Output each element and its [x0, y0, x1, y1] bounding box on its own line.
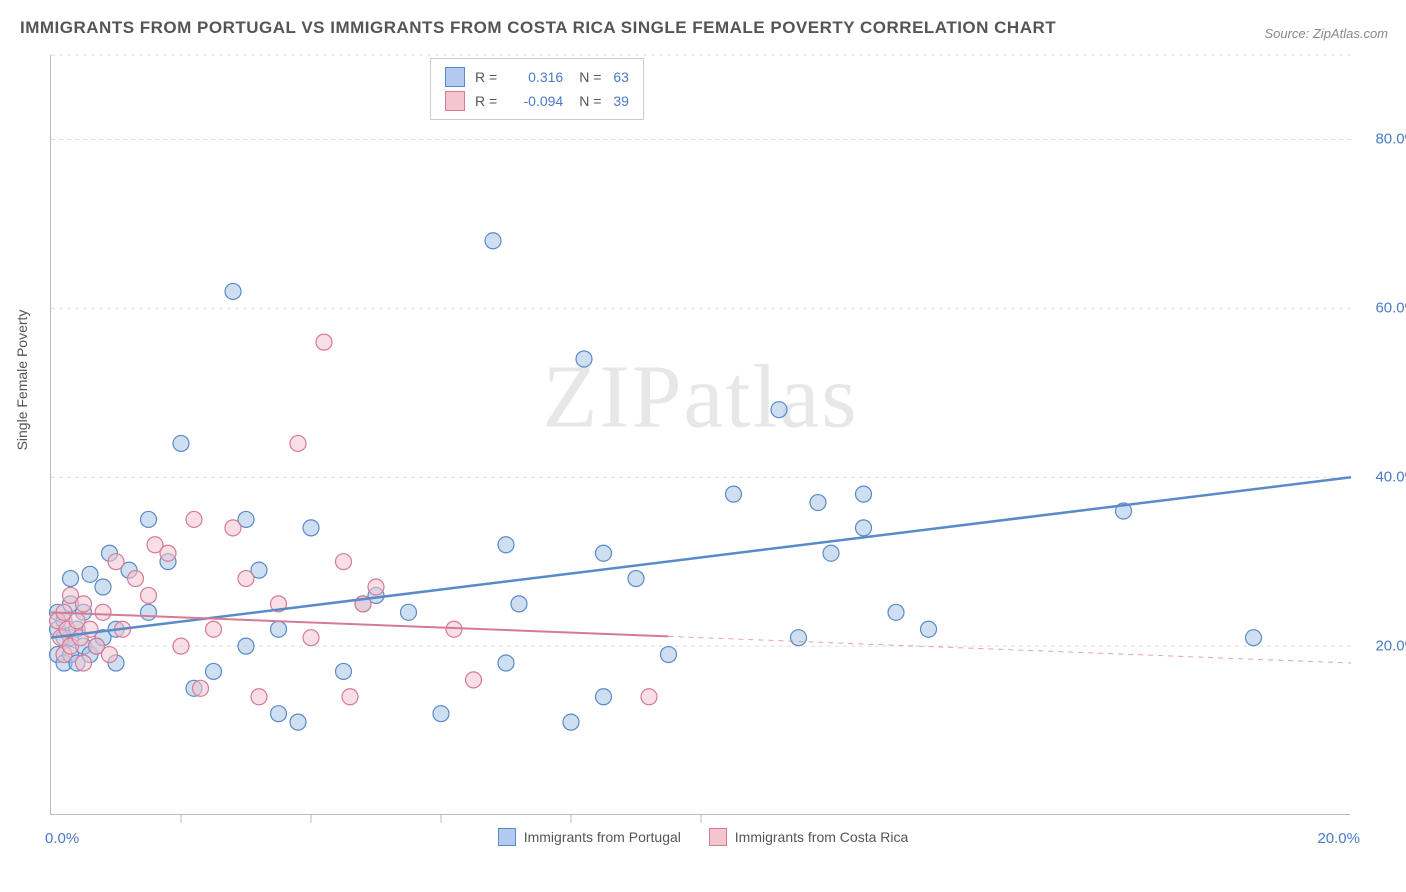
y-tick-label: 80.0% [1375, 131, 1406, 148]
y-tick-label: 20.0% [1375, 638, 1406, 655]
y-axis-label: Single Female Poverty [14, 310, 30, 451]
r-label: R = [475, 69, 497, 85]
swatch-blue-icon [498, 828, 516, 846]
source-attribution: Source: ZipAtlas.com [1264, 26, 1388, 41]
chart-plot-area: ZIPatlas 20.0%40.0%60.0%80.0% [50, 55, 1350, 815]
bottom-legend: Immigrants from Portugal Immigrants from… [0, 828, 1406, 849]
legend-item-portugal: Immigrants from Portugal [498, 828, 681, 846]
legend-label-costarica: Immigrants from Costa Rica [735, 829, 908, 845]
r-label: R = [475, 93, 497, 109]
stats-row-portugal: R = 0.316 N = 63 [445, 65, 629, 89]
swatch-blue-icon [445, 67, 465, 87]
swatch-pink-icon [709, 828, 727, 846]
swatch-pink-icon [445, 91, 465, 111]
r-value-portugal: 0.316 [503, 69, 563, 85]
legend-label-portugal: Immigrants from Portugal [524, 829, 681, 845]
n-label: N = [579, 69, 601, 85]
correlation-stats-box: R = 0.316 N = 63 R = -0.094 N = 39 [430, 58, 644, 120]
n-label: N = [579, 93, 601, 109]
r-value-costarica: -0.094 [503, 93, 563, 109]
legend-item-costarica: Immigrants from Costa Rica [709, 828, 908, 846]
n-value-portugal: 63 [613, 69, 629, 85]
y-tick-label: 60.0% [1375, 300, 1406, 317]
n-value-costarica: 39 [613, 93, 629, 109]
stats-row-costarica: R = -0.094 N = 39 [445, 89, 629, 113]
chart-title: IMMIGRANTS FROM PORTUGAL VS IMMIGRANTS F… [20, 18, 1056, 38]
y-tick-label: 40.0% [1375, 469, 1406, 486]
scatter-svg [51, 55, 1351, 815]
